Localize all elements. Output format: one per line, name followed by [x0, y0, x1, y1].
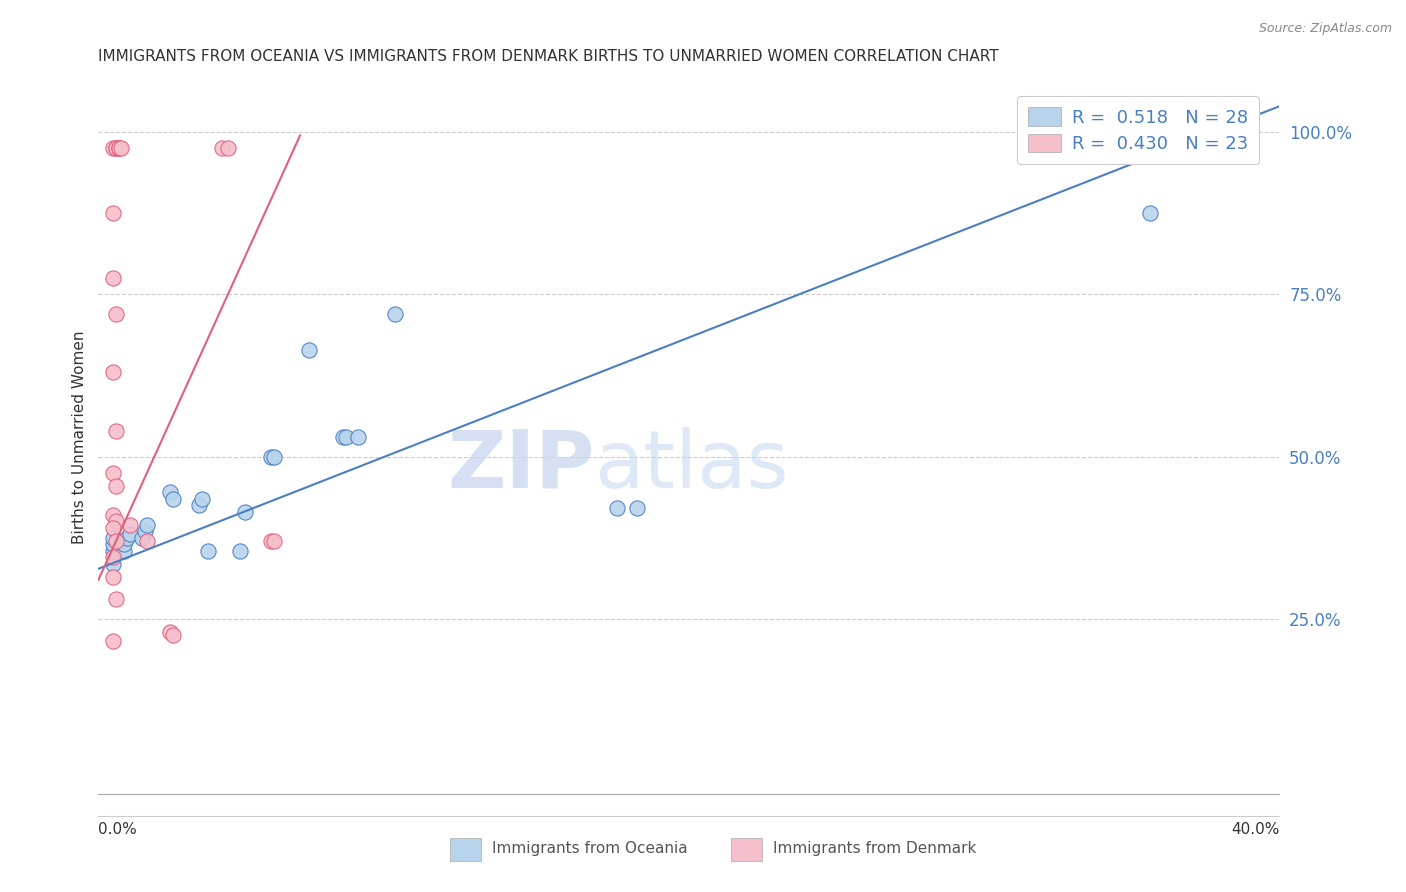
Text: Immigrants from Oceania: Immigrants from Oceania [492, 841, 688, 855]
Point [217, 141, 239, 155]
Point [159, 485, 181, 500]
Point [101, 365, 124, 379]
Point [120, 517, 142, 532]
Point [104, 307, 127, 321]
Point [263, 533, 285, 548]
Point [104, 141, 127, 155]
Point [101, 521, 124, 535]
Point [162, 628, 184, 642]
Point [260, 533, 283, 548]
Point [104, 479, 127, 493]
Legend: R =  0.518   N = 28, R =  0.430   N = 23: R = 0.518 N = 28, R = 0.430 N = 23 [1018, 96, 1258, 164]
Point [335, 430, 357, 444]
Point [211, 141, 233, 155]
Point [101, 271, 124, 285]
Point [131, 531, 153, 545]
Point [112, 537, 135, 551]
Point [112, 543, 135, 558]
Point [107, 141, 129, 155]
Point [101, 543, 124, 558]
Point [134, 524, 156, 538]
Point [101, 206, 124, 220]
Text: ZIP: ZIP [447, 426, 595, 505]
Point [110, 141, 132, 155]
Point [346, 430, 368, 444]
Point [162, 491, 184, 506]
Point [332, 430, 354, 444]
Point [384, 307, 406, 321]
Point [228, 543, 250, 558]
Point [1139, 206, 1161, 220]
Point [101, 531, 124, 545]
Point [233, 505, 256, 519]
Point [159, 624, 181, 639]
Text: Source: ZipAtlas.com: Source: ZipAtlas.com [1258, 22, 1392, 36]
Point [104, 515, 127, 529]
Point [104, 533, 127, 548]
Point [101, 508, 124, 522]
Point [104, 424, 127, 438]
Point [191, 491, 214, 506]
Point [101, 634, 124, 648]
Point [136, 517, 159, 532]
Point [101, 569, 124, 583]
Point [101, 141, 124, 155]
Text: 40.0%: 40.0% [1232, 822, 1279, 837]
Point [107, 141, 129, 155]
Point [101, 550, 124, 565]
Point [104, 141, 127, 155]
Point [115, 531, 138, 545]
Point [101, 537, 124, 551]
Point [626, 501, 648, 516]
Point [120, 527, 142, 541]
Text: 0.0%: 0.0% [98, 822, 138, 837]
Point [260, 450, 283, 464]
Y-axis label: Births to Unmarried Women: Births to Unmarried Women [72, 330, 87, 544]
Point [298, 343, 321, 357]
Point [263, 450, 285, 464]
Text: IMMIGRANTS FROM OCEANIA VS IMMIGRANTS FROM DENMARK BIRTHS TO UNMARRIED WOMEN COR: IMMIGRANTS FROM OCEANIA VS IMMIGRANTS FR… [98, 49, 1000, 64]
Text: atlas: atlas [595, 426, 789, 505]
Point [101, 557, 124, 571]
Point [136, 533, 159, 548]
Point [101, 466, 124, 480]
Point [606, 501, 628, 516]
Text: Immigrants from Denmark: Immigrants from Denmark [773, 841, 977, 855]
Point [188, 498, 211, 512]
Point [197, 543, 219, 558]
Point [104, 592, 127, 607]
